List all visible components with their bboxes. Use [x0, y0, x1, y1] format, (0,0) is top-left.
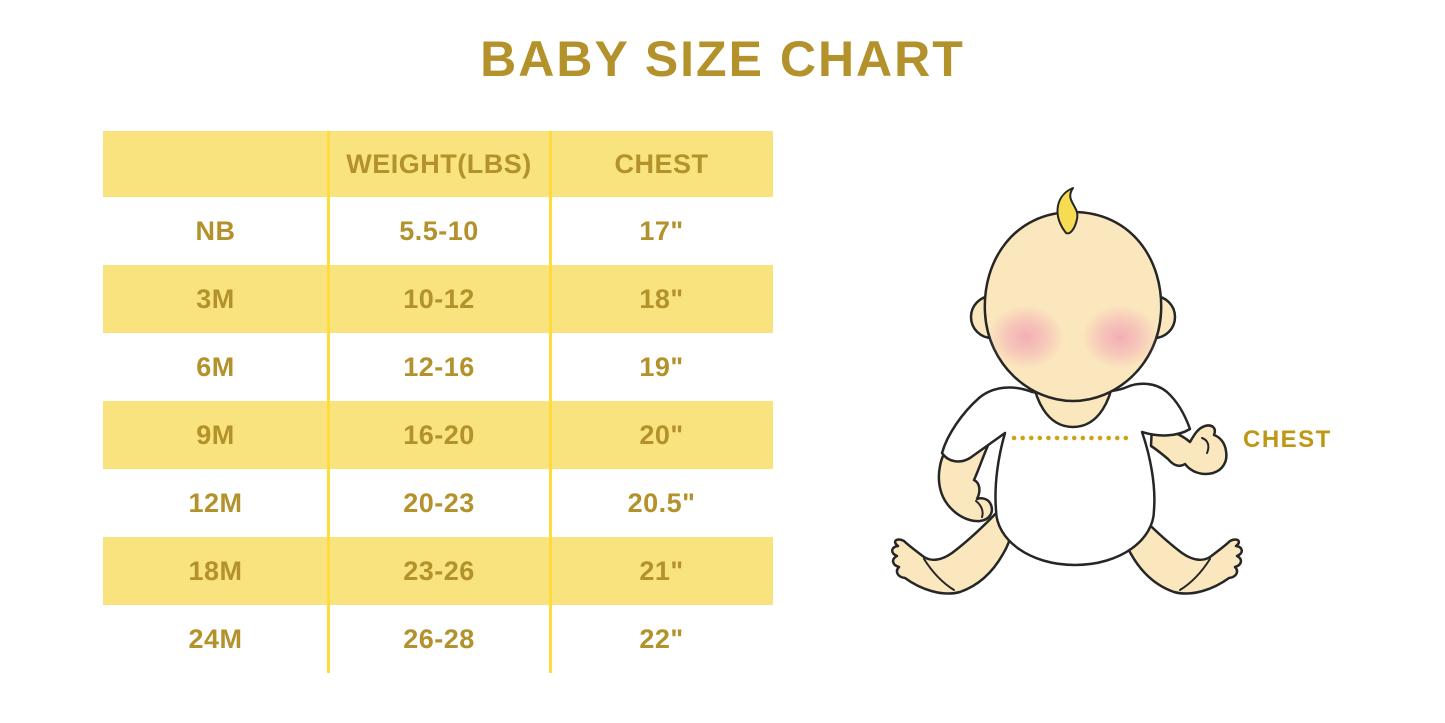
table-row: 12M 20-23 20.5" [103, 469, 773, 537]
page-title: BABY SIZE CHART [480, 31, 965, 87]
baby-illustration [891, 187, 1243, 595]
table-row: NB 5.5-10 17" [103, 197, 773, 265]
cell-chest: 17" [639, 215, 684, 246]
cell-size: 12M [188, 487, 243, 518]
table-header-row: WEIGHT(LBS) CHEST [103, 131, 773, 197]
cell-chest: 20.5" [627, 487, 696, 518]
cell-chest: 18" [639, 283, 684, 314]
size-table: WEIGHT(LBS) CHEST NB 5.5-10 17" 3M 10-12… [103, 131, 773, 673]
table-row: 9M 16-20 20" [103, 401, 773, 469]
cell-chest: 20" [639, 419, 684, 450]
table-row: 24M 26-28 22" [103, 605, 773, 673]
baby-right-thumb-line [1201, 437, 1210, 454]
baby-right-arm [1149, 423, 1228, 476]
baby-left-hand-line [975, 500, 984, 518]
header-cell-weight: WEIGHT(LBS) [346, 148, 532, 179]
baby-left-leg [891, 505, 1014, 595]
cell-size: 3M [196, 283, 235, 314]
baby-left-cheek [988, 305, 1064, 369]
chest-label: CHEST [1243, 426, 1332, 453]
cell-weight: 12-16 [403, 351, 475, 382]
table-row: 18M 23-26 21" [103, 537, 773, 605]
column-divider [327, 131, 330, 673]
column-divider [549, 131, 552, 673]
cell-chest: 21" [639, 555, 684, 586]
baby-hair-icon [1056, 187, 1079, 235]
cell-weight: 16-20 [403, 419, 475, 450]
header-cell-chest: CHEST [614, 148, 709, 179]
cell-weight: 5.5-10 [399, 215, 479, 246]
baby-head [983, 210, 1163, 403]
cell-weight: 26-28 [403, 623, 475, 654]
cell-chest: 22" [639, 623, 684, 654]
cell-weight: 23-26 [403, 555, 475, 586]
cell-size: 18M [188, 555, 243, 586]
cell-weight: 20-23 [403, 487, 475, 518]
baby-onesie [940, 382, 1192, 567]
table-row: 3M 10-12 18" [103, 265, 773, 333]
cell-chest: 19" [639, 351, 684, 382]
table-row: 6M 12-16 19" [103, 333, 773, 401]
cell-weight: 10-12 [403, 283, 475, 314]
cell-size: NB [195, 215, 236, 246]
baby-right-cheek [1082, 305, 1158, 369]
cell-size: 6M [196, 351, 235, 382]
cell-size: 9M [196, 419, 235, 450]
cell-size: 24M [188, 623, 243, 654]
